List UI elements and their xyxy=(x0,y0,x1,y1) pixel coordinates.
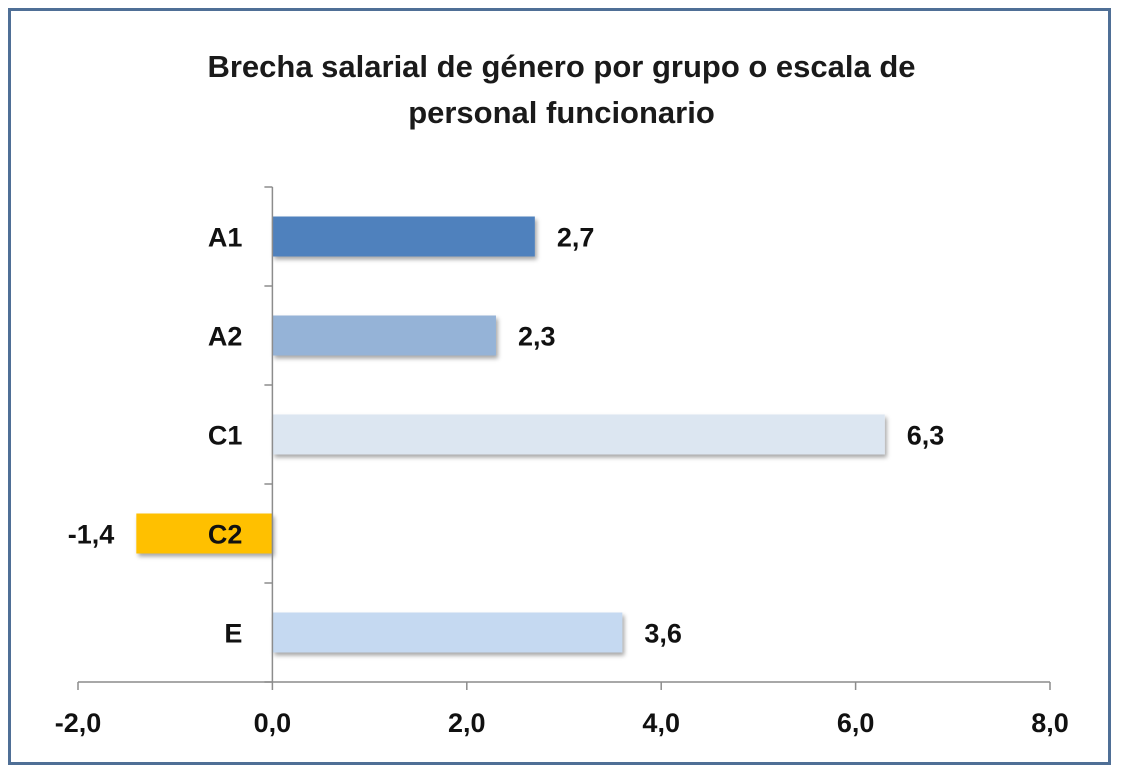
x-tick-label: 0,0 xyxy=(254,708,292,738)
chart-title-line-1: Brecha salarial de género por grupo o es… xyxy=(207,49,916,84)
data-label-e: 3,6 xyxy=(644,619,682,649)
category-label-e: E xyxy=(224,619,242,649)
bar-a1 xyxy=(272,216,535,257)
bar-c2 xyxy=(136,513,273,554)
x-tick-label: -2,0 xyxy=(55,708,102,738)
data-label-c2: -1,4 xyxy=(68,520,115,550)
category-label-a2: A2 xyxy=(208,322,243,352)
chart-title-line-2: personal funcionario xyxy=(408,95,715,130)
bar-e xyxy=(272,612,623,653)
category-label-c2: C2 xyxy=(208,520,243,550)
data-label-c1: 6,3 xyxy=(907,421,945,451)
category-label-c1: C1 xyxy=(208,421,243,451)
data-label-a2: 2,3 xyxy=(518,322,556,352)
bar-c1 xyxy=(272,414,885,455)
bar-a2 xyxy=(272,315,496,356)
data-label-a1: 2,7 xyxy=(557,223,595,253)
x-tick-label: 4,0 xyxy=(642,708,680,738)
x-tick-label: 6,0 xyxy=(837,708,875,738)
x-tick-label: 8,0 xyxy=(1031,708,1069,738)
category-label-a1: A1 xyxy=(208,223,243,253)
x-tick-label: 2,0 xyxy=(448,708,486,738)
